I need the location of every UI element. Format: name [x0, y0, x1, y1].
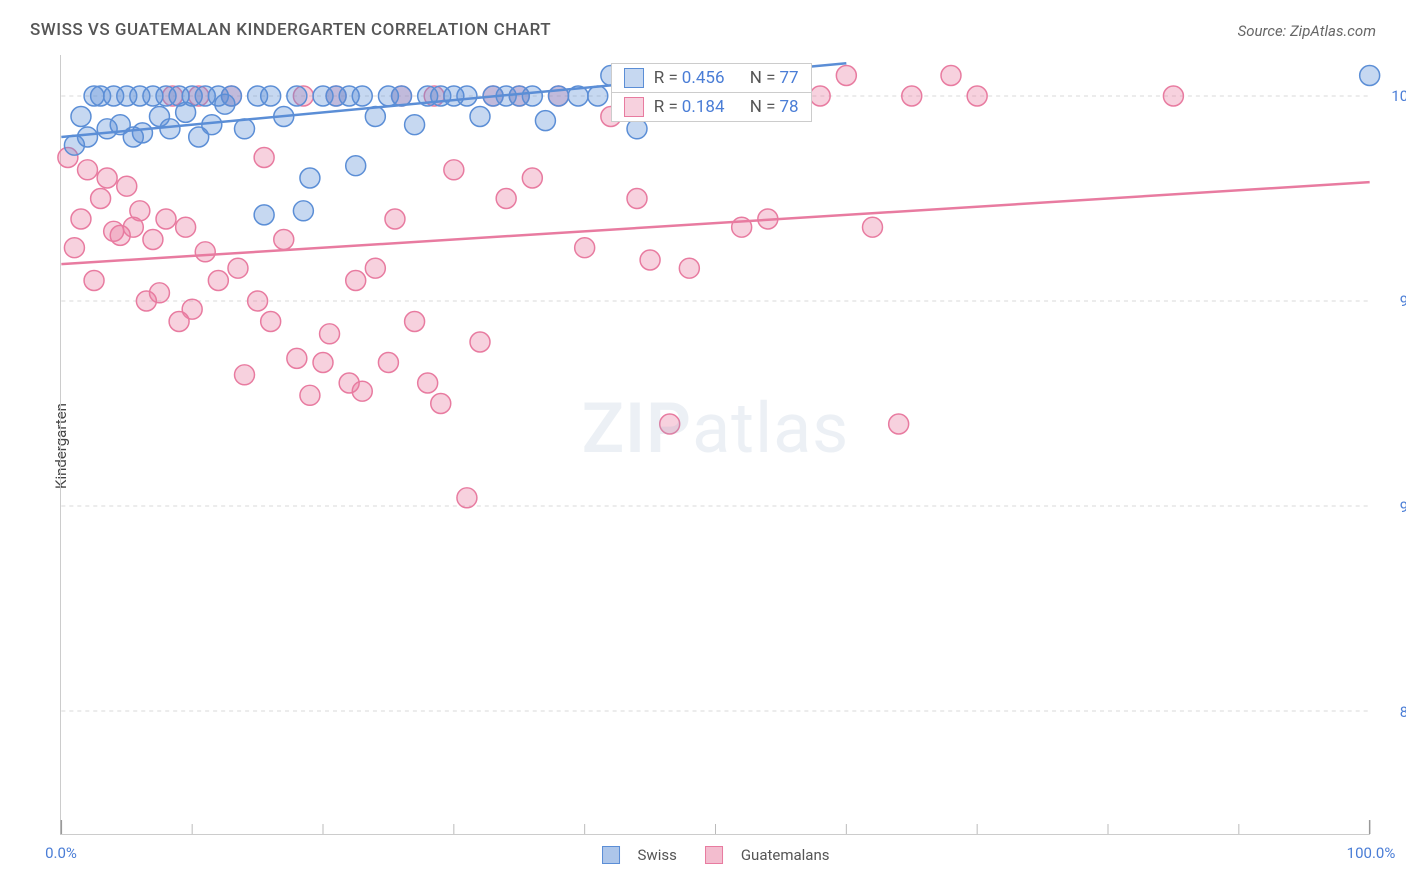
data-point [78, 127, 98, 147]
data-point [352, 381, 372, 401]
data-point [679, 258, 699, 278]
data-point [132, 123, 152, 143]
data-point [64, 238, 84, 258]
x-tick-label: 0.0% [45, 844, 77, 862]
data-point [293, 201, 313, 221]
data-point [84, 271, 104, 291]
data-point [863, 217, 883, 237]
data-point [143, 230, 163, 250]
data-point [235, 119, 255, 139]
data-point [967, 86, 987, 106]
data-point [941, 66, 961, 86]
data-point [346, 271, 366, 291]
data-point [352, 86, 372, 106]
data-point [176, 217, 196, 237]
data-point [78, 160, 98, 180]
data-point [221, 86, 241, 106]
data-point [287, 348, 307, 368]
data-point [522, 168, 542, 188]
data-point [320, 324, 340, 344]
legend-swatch [624, 97, 644, 117]
data-point [300, 385, 320, 405]
chart-title: SWISS VS GUATEMALAN KINDERGARTEN CORRELA… [30, 20, 551, 40]
legend-swatch [602, 846, 620, 864]
data-point [71, 107, 91, 127]
data-point [1163, 86, 1183, 106]
data-point [810, 86, 830, 106]
stats-legend: R =0.456N =77R =0.184N =78 [611, 63, 812, 122]
data-point [300, 168, 320, 188]
data-point [392, 86, 412, 106]
data-point [457, 86, 477, 106]
data-point [431, 394, 451, 414]
data-point [575, 238, 595, 258]
data-point [71, 209, 91, 229]
data-point [902, 86, 922, 106]
data-point [117, 176, 137, 196]
legend-item: Swiss [602, 846, 677, 864]
data-point [660, 414, 680, 434]
data-point [385, 209, 405, 229]
data-point [228, 258, 248, 278]
data-point [588, 86, 608, 106]
data-point [627, 189, 647, 209]
data-point [261, 86, 281, 106]
data-point [470, 107, 490, 127]
data-point [640, 250, 660, 270]
chart-svg [61, 55, 1370, 834]
data-point [522, 86, 542, 106]
y-tick-label: 85.0% [1380, 703, 1406, 721]
data-point [365, 107, 385, 127]
legend-stats-row: R =0.184N =78 [612, 93, 811, 121]
y-tick-label: 100.0% [1380, 87, 1406, 105]
data-point [444, 160, 464, 180]
data-point [182, 299, 202, 319]
legend-label: Swiss [638, 846, 677, 864]
series-legend: Swiss Guatemalans [602, 846, 830, 864]
legend-item: Guatemalans [705, 846, 830, 864]
data-point [535, 111, 555, 131]
data-point [1360, 66, 1380, 86]
data-point [195, 242, 215, 262]
data-point [287, 86, 307, 106]
data-point [97, 168, 117, 188]
source-credit: Source: ZipAtlas.com [1238, 22, 1376, 40]
data-point [457, 488, 477, 508]
data-point [254, 205, 274, 225]
legend-swatch [705, 846, 723, 864]
data-point [254, 148, 274, 168]
data-point [496, 189, 516, 209]
data-point [346, 156, 366, 176]
data-point [470, 332, 490, 352]
data-point [208, 271, 228, 291]
data-point [313, 353, 333, 373]
data-point [149, 283, 169, 303]
y-tick-label: 90.0% [1380, 498, 1406, 516]
x-tick-label: 100.0% [1347, 844, 1396, 862]
legend-swatch [624, 68, 644, 88]
data-point [261, 312, 281, 332]
data-point [405, 115, 425, 135]
data-point [889, 414, 909, 434]
data-point [365, 258, 385, 278]
data-point [627, 119, 647, 139]
data-point [160, 119, 180, 139]
data-point [130, 201, 150, 221]
legend-stats-row: R =0.456N =77 [612, 64, 811, 93]
data-point [91, 189, 111, 209]
data-point [235, 365, 255, 385]
data-point [418, 373, 438, 393]
data-point [405, 312, 425, 332]
y-tick-label: 95.0% [1380, 292, 1406, 310]
data-point [274, 230, 294, 250]
data-point [156, 209, 176, 229]
legend-label: Guatemalans [741, 846, 830, 864]
data-point [248, 291, 268, 311]
plot-area: ZIPatlas R =0.456N =77R =0.184N =78 Swis… [60, 55, 1370, 835]
data-point [836, 66, 856, 86]
data-point [378, 353, 398, 373]
